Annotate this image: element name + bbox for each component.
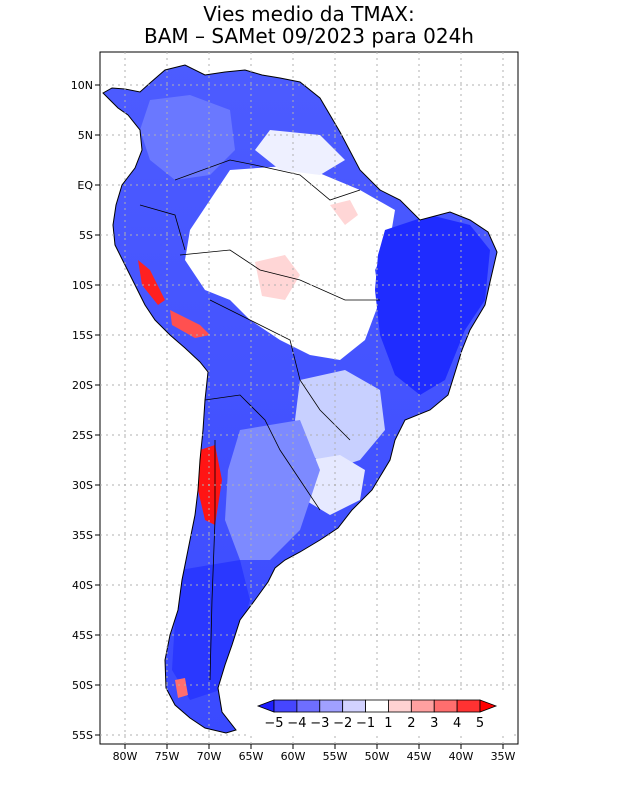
- colorbar-cell: [388, 699, 412, 713]
- south-brazil-light-region: [295, 370, 385, 470]
- pampas-moderate-region: [225, 420, 320, 560]
- lat-label-35s: 35S: [72, 529, 93, 542]
- lon-label-50w: 50W: [365, 750, 390, 763]
- lat-label-50s: 50S: [72, 679, 93, 692]
- lon-label-40w: 40W: [449, 750, 474, 763]
- lon-axis: 80W 75W 70W 65W 60W 55W 50W 45W 40W 35W: [113, 744, 516, 763]
- colorbar-tick-label: 4: [453, 716, 461, 731]
- lat-label-30s: 30S: [72, 479, 93, 492]
- colorbar-tick-label: 3: [430, 716, 438, 731]
- colorbar-cell: [296, 699, 321, 713]
- northeast-brazil-cold-region: [375, 215, 490, 395]
- lon-label-55w: 55W: [323, 750, 348, 763]
- lat-label-40s: 40S: [72, 579, 93, 592]
- colorbar-cell: [319, 699, 344, 713]
- lon-label-75w: 75W: [155, 750, 180, 763]
- colorbar: −5 −4 −3 −2 −1 1 2 3 4 5: [250, 694, 512, 736]
- colorbar-cell: [410, 699, 435, 713]
- map-title-line-2: BAM – SAMet 09/2023 para 024h: [144, 24, 474, 48]
- border-amazon: [179, 249, 380, 301]
- border-bolivia-paraguay: [209, 299, 351, 441]
- colorbar-cell: [365, 699, 389, 713]
- colorbar-cells: [256, 699, 498, 713]
- warm-andes-peru: [138, 260, 165, 305]
- colorbar-cell: [456, 699, 481, 713]
- border-chile-argentina: [209, 440, 216, 681]
- colorbar-tick-label: 1: [384, 716, 392, 731]
- lon-label-80w: 80W: [113, 750, 138, 763]
- lat-label-25s: 25S: [72, 429, 93, 442]
- colorbar-tick-label: −5: [264, 716, 283, 731]
- colorbar-cell: [342, 699, 366, 713]
- lat-label-55s: 55S: [72, 729, 93, 742]
- lat-label-5n: 5N: [78, 129, 93, 142]
- map-title-line-1: Vies medio da TMAX:: [203, 2, 415, 26]
- colorbar-tick-label: −4: [287, 716, 306, 731]
- graticule: [100, 52, 518, 744]
- lon-label-45w: 45W: [407, 750, 432, 763]
- colorbar-tick-label: −3: [310, 716, 329, 731]
- lat-label-45s: 45S: [72, 629, 93, 642]
- warm-pocket-central: [255, 255, 300, 300]
- lat-ticks: [95, 84, 100, 736]
- lon-label-70w: 70W: [197, 750, 222, 763]
- lon-label-65w: 65W: [239, 750, 264, 763]
- colorbar-tick-label: 2: [407, 716, 415, 731]
- border-ecuador-peru: [139, 204, 186, 251]
- guiana-light-region: [255, 130, 345, 175]
- lon-label-35w: 35W: [491, 750, 516, 763]
- colorbar-tick-label: −1: [356, 716, 375, 731]
- warm-pocket-north: [330, 200, 358, 225]
- colorbar-tick-label: −2: [333, 716, 352, 731]
- lat-label-10n: 10N: [71, 79, 93, 92]
- lat-label-10s: 10S: [72, 279, 93, 292]
- lat-label-5s: 5S: [79, 229, 93, 242]
- warm-andes-bolivia: [170, 310, 210, 338]
- lat-label-eq: EQ: [77, 179, 93, 192]
- lat-label-20s: 20S: [72, 379, 93, 392]
- border-north: [174, 159, 361, 201]
- country-borders: [139, 159, 380, 681]
- lon-ticks: [124, 744, 504, 749]
- lat-label-15s: 15S: [72, 329, 93, 342]
- lat-axis: 10N 5N EQ 5S 10S 15S 20S 25S 30S 35S 40S…: [71, 79, 100, 742]
- colorbar-cell-max: [479, 699, 498, 713]
- colorbar-cell: [273, 699, 298, 713]
- colorbar-tick-label: 5: [476, 716, 484, 731]
- colorbar-cell: [433, 699, 458, 713]
- colorbar-labels: −5 −4 −3 −2 −1 1 2 3 4 5: [264, 716, 484, 731]
- northwest-moderate-region: [140, 95, 235, 180]
- warm-pocket-south: [175, 678, 188, 698]
- lon-label-60w: 60W: [281, 750, 306, 763]
- border-argentina: [204, 394, 321, 511]
